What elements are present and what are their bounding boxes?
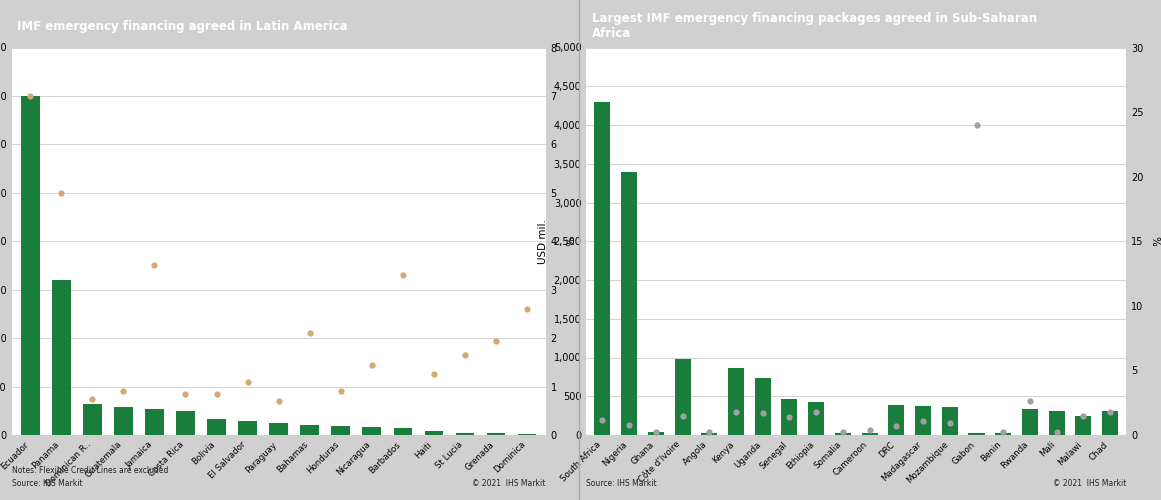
Bar	[648, 432, 664, 435]
Bar	[145, 410, 164, 435]
Bar	[861, 434, 878, 435]
Bar	[594, 102, 611, 435]
Bar	[1048, 411, 1065, 435]
Bar	[888, 405, 904, 435]
Text: Largest IMF emergency financing packages agreed in Sub-Saharan
Africa: Largest IMF emergency financing packages…	[592, 12, 1037, 40]
Bar	[728, 368, 744, 435]
Bar	[301, 425, 319, 435]
Bar	[1075, 416, 1091, 435]
Bar	[331, 426, 351, 435]
Bar	[701, 434, 717, 435]
Bar	[486, 432, 505, 435]
Bar	[52, 280, 71, 435]
Bar	[269, 423, 288, 435]
Bar	[915, 406, 931, 435]
Bar	[207, 419, 226, 435]
Bar	[781, 398, 798, 435]
Bar	[455, 432, 474, 435]
Bar	[1022, 410, 1038, 435]
Bar	[675, 359, 691, 435]
Bar	[114, 407, 132, 435]
Text: Source: IHS Markit: Source: IHS Markit	[586, 478, 657, 488]
Bar	[238, 421, 257, 435]
Bar	[835, 434, 851, 435]
Bar	[21, 96, 39, 435]
Bar	[755, 378, 771, 435]
Bar	[362, 427, 381, 435]
Bar	[808, 402, 824, 435]
Bar	[995, 434, 1011, 435]
Y-axis label: %: %	[562, 236, 572, 246]
Text: IMF emergency financing agreed in Latin America: IMF emergency financing agreed in Latin …	[17, 20, 348, 33]
Bar	[176, 411, 195, 435]
Bar	[942, 407, 958, 435]
Bar	[518, 434, 536, 435]
Y-axis label: USD mil.: USD mil.	[538, 219, 548, 264]
Bar	[84, 404, 102, 435]
Bar	[1102, 411, 1118, 435]
Text: © 2021  IHS Markit: © 2021 IHS Markit	[1053, 478, 1126, 488]
Y-axis label: %: %	[1149, 236, 1159, 246]
Bar	[968, 434, 985, 435]
Bar	[425, 430, 444, 435]
Text: Source: IHS Markit: Source: IHS Markit	[12, 478, 82, 488]
Bar	[394, 428, 412, 435]
Bar	[621, 172, 637, 435]
Text: Notes: Flexible Credit Lines are excluded: Notes: Flexible Credit Lines are exclude…	[12, 466, 168, 475]
Text: © 2021  IHS Markit: © 2021 IHS Markit	[473, 478, 546, 488]
